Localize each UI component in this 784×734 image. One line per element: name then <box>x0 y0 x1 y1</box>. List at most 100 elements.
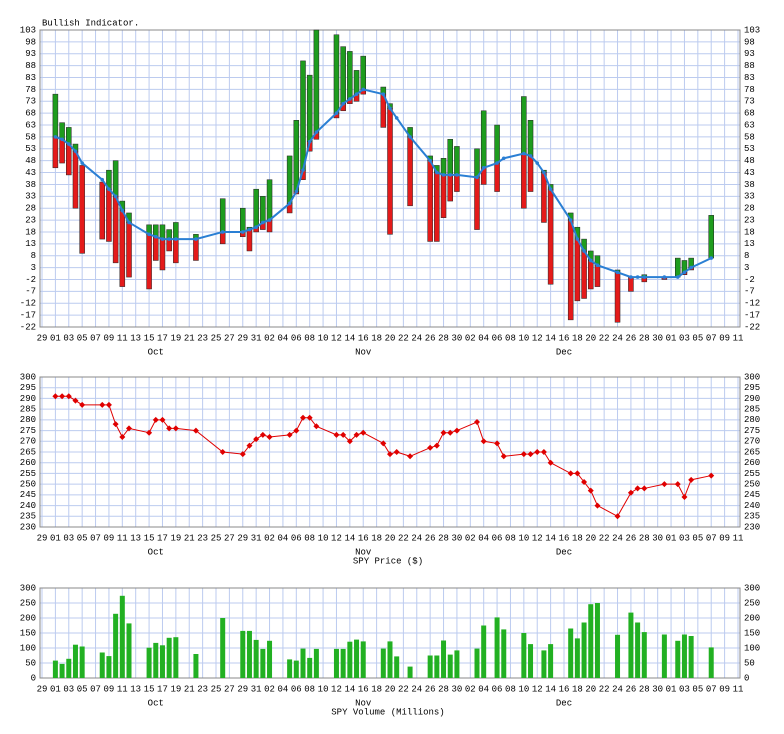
y-tick-label-right: 255 <box>744 469 760 479</box>
bar-below <box>146 234 152 290</box>
moving-average-point <box>80 161 84 165</box>
x-tick-label: 18 <box>572 533 583 543</box>
y-tick-label: 8 <box>31 251 36 261</box>
x-tick-label: 30 <box>452 533 463 543</box>
y-tick-label: 58 <box>25 132 36 142</box>
x-tick-label: 26 <box>425 684 436 694</box>
x-tick-label: 01 <box>666 684 677 694</box>
moving-average-point <box>127 220 131 225</box>
volume-bar <box>307 657 313 678</box>
bar-above <box>260 196 266 223</box>
y-tick-label: 68 <box>25 109 36 119</box>
y-tick-label: 285 <box>20 405 36 415</box>
x-tick-label: 22 <box>398 684 409 694</box>
x-tick-label: 27 <box>224 333 235 343</box>
moving-average-point <box>388 106 392 111</box>
bar-below <box>628 276 634 292</box>
x-tick-label: 05 <box>77 684 88 694</box>
y-tick-label-right: 0 <box>744 673 749 683</box>
y-tick-label-right: 23 <box>744 215 755 225</box>
y-tick-label: 150 <box>20 628 36 638</box>
x-tick-label: 12 <box>532 684 543 694</box>
price-point <box>119 434 126 440</box>
moving-average-point <box>120 208 125 213</box>
volume-bar <box>481 625 487 678</box>
x-tick-label: 14 <box>344 533 355 543</box>
x-tick-label: 04 <box>478 533 489 543</box>
volume-bar <box>568 628 574 678</box>
price-point <box>306 414 313 421</box>
volume-bar <box>173 637 179 678</box>
moving-average-point <box>475 175 479 180</box>
x-tick-label: 07 <box>706 684 717 694</box>
bar-below <box>527 155 534 192</box>
y-tick-label: 78 <box>25 85 36 95</box>
x-tick-label: 18 <box>371 533 382 543</box>
bar-below <box>112 196 119 264</box>
price-point <box>146 429 153 436</box>
x-tick-label: 23 <box>197 684 208 694</box>
bar-above <box>474 148 480 178</box>
y-tick-label: 270 <box>20 437 36 447</box>
x-tick-label: 11 <box>733 333 744 343</box>
bar-above <box>59 122 65 140</box>
volume-bar <box>494 617 500 678</box>
price-point <box>480 438 487 445</box>
x-tick-label: 03 <box>679 684 690 694</box>
x-tick-label: 11 <box>733 684 744 694</box>
moving-average-point <box>301 168 305 172</box>
x-tick-label: 22 <box>398 533 409 543</box>
month-label: Oct <box>148 698 164 708</box>
price-point <box>527 451 534 458</box>
y-tick-label: 50 <box>25 658 36 668</box>
y-tick-label-right: 103 <box>744 25 760 35</box>
x-tick-label: 16 <box>559 684 570 694</box>
moving-average-point <box>642 275 647 279</box>
x-tick-label: 13 <box>130 684 141 694</box>
x-tick-label: 17 <box>157 333 168 343</box>
bar-below <box>72 150 79 209</box>
month-label: Nov <box>355 698 372 708</box>
moving-average-point <box>113 194 118 199</box>
volume-bar <box>588 604 594 678</box>
volume-bar <box>72 644 78 678</box>
x-tick-label: 04 <box>478 684 489 694</box>
price-point <box>253 436 260 443</box>
moving-average-point <box>287 201 292 206</box>
x-tick-label: 04 <box>278 533 289 543</box>
x-tick-label: 29 <box>237 533 248 543</box>
y-tick-label: 300 <box>20 372 36 382</box>
y-tick-label: 265 <box>20 447 36 457</box>
x-tick-label: 19 <box>170 684 181 694</box>
x-tick-label: 18 <box>371 333 382 343</box>
bar-above <box>480 110 487 169</box>
volume-bar <box>548 644 554 678</box>
bar-above <box>347 51 353 100</box>
bar-above <box>340 46 346 104</box>
x-tick-label: 14 <box>545 333 556 343</box>
x-tick-label: 10 <box>318 333 329 343</box>
y-tick-label-right: 48 <box>744 156 755 166</box>
y-tick-label: 290 <box>20 394 36 404</box>
month-label: Oct <box>148 547 164 557</box>
x-tick-label: 05 <box>77 533 88 543</box>
volume-bar <box>166 637 172 678</box>
moving-average-point <box>341 101 345 106</box>
price-point <box>353 431 360 438</box>
x-tick-label: 07 <box>706 333 717 343</box>
x-tick-label: 26 <box>425 533 436 543</box>
volume-bar <box>594 603 600 678</box>
y-tick-label-right: -12 <box>744 299 760 309</box>
price-point <box>266 434 273 440</box>
volume-bar <box>447 654 453 678</box>
bar-above <box>300 60 306 171</box>
volume-bar <box>394 656 400 678</box>
bar-above <box>494 124 500 164</box>
volume-bar <box>581 622 587 678</box>
bar-below <box>581 250 587 299</box>
price-point <box>534 449 541 455</box>
moving-average-point <box>147 232 151 237</box>
bar-above <box>521 96 527 154</box>
moving-average-point <box>60 137 64 142</box>
